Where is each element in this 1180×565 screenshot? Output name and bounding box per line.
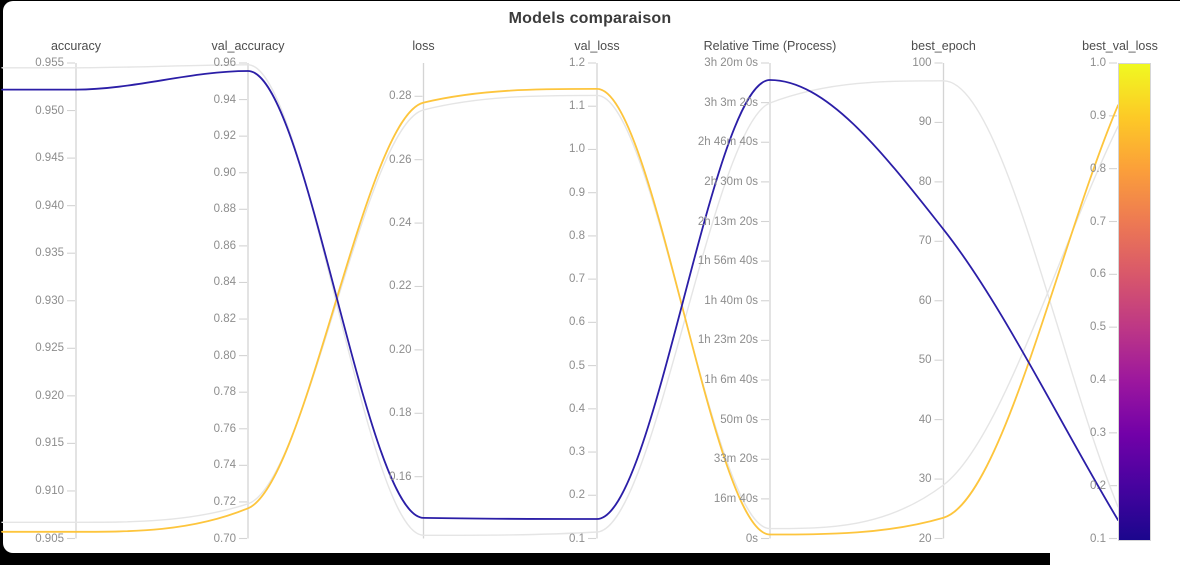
- tick-label: 20: [918, 532, 932, 545]
- tick-label: 0.22: [389, 280, 412, 293]
- tick-label: 0.70: [213, 532, 236, 545]
- tick-label: 0s: [745, 532, 758, 545]
- tick-label: 0.4: [569, 402, 585, 415]
- tick-label: 1h 23m 20s: [697, 334, 758, 347]
- tick-label: 0.935: [35, 247, 64, 260]
- plot-card-corner: [1050, 551, 1180, 565]
- axis-title-val_accuracy[interactable]: val_accuracy: [211, 39, 285, 53]
- series-line-model-navy: [1, 70, 1119, 521]
- tick-label: 1.0: [1090, 57, 1106, 69]
- tick-label: 33m 20s: [713, 453, 758, 466]
- tick-label: 0.3: [1090, 426, 1106, 439]
- tick-label: 0.18: [389, 407, 412, 420]
- tick-label: 1h 6m 40s: [704, 374, 758, 386]
- series-line-model-gray-b: [1, 94, 1119, 530]
- tick-label: 3h 3m 20s: [704, 96, 758, 109]
- plot-card: [3, 1, 1180, 553]
- tick-label: 0.84: [213, 276, 236, 289]
- tick-label: 0.9: [1090, 109, 1106, 122]
- tick-label: 0.82: [213, 313, 236, 326]
- tick-label: 0.940: [35, 199, 64, 212]
- tick-label: 0.2: [569, 489, 585, 502]
- axis-title-best_epoch[interactable]: best_epoch: [911, 39, 976, 53]
- tick-label: 0.72: [213, 495, 236, 508]
- tick-label: 0.16: [389, 470, 412, 483]
- tick-label: 0.6: [1090, 268, 1106, 281]
- tick-label: 0.5: [1090, 321, 1106, 334]
- tick-label: 0.910: [35, 484, 64, 497]
- tick-label: 50: [918, 354, 932, 367]
- tick-label: 0.88: [213, 203, 236, 216]
- tick-label: 0.2: [1090, 479, 1106, 492]
- tick-label: 90: [918, 116, 932, 129]
- tick-label: 0.1: [569, 532, 585, 545]
- tick-label: 0.7: [569, 273, 585, 286]
- tick-label: 0.925: [35, 342, 64, 355]
- tick-label: 0.3: [569, 446, 585, 459]
- axis-title-best_val_loss[interactable]: best_val_loss: [1082, 39, 1158, 53]
- tick-label: 16m 40s: [713, 492, 758, 505]
- tick-label: 0.905: [35, 532, 64, 545]
- tick-label: 80: [918, 175, 932, 188]
- tick-label: 100: [912, 57, 932, 69]
- colorbar-best-val-loss: [1118, 63, 1151, 541]
- tick-label: 2h 30m 0s: [704, 175, 758, 188]
- tick-label: 3h 20m 0s: [704, 57, 758, 69]
- tick-label: 0.7: [1090, 215, 1106, 228]
- tick-label: 0.915: [35, 437, 64, 450]
- axis-title-accuracy[interactable]: accuracy: [50, 39, 102, 53]
- tick-label: 70: [918, 235, 932, 248]
- tick-label: 0.90: [213, 166, 236, 179]
- tick-label: 0.4: [1090, 374, 1106, 386]
- tick-label: 1.2: [569, 57, 585, 69]
- tick-label: 2h 46m 40s: [697, 136, 758, 149]
- tick-label: 0.96: [213, 57, 236, 69]
- tick-label: 1.1: [569, 100, 585, 113]
- tick-label: 0.74: [213, 459, 236, 472]
- tick-label: 60: [918, 294, 932, 307]
- tick-label: 30: [918, 473, 932, 486]
- axis-title-loss[interactable]: loss: [412, 39, 435, 53]
- tick-label: 0.86: [213, 239, 236, 252]
- tick-label: 0.8: [569, 229, 585, 242]
- axis-title-Relative Time (Process)[interactable]: Relative Time (Process): [703, 39, 837, 53]
- tick-label: 0.76: [213, 422, 236, 435]
- chart-title: Models comparaison: [508, 10, 672, 27]
- tick-label: 0.24: [389, 217, 412, 230]
- tick-label: 0.78: [213, 386, 236, 399]
- tick-label: 0.6: [569, 316, 585, 329]
- tick-label: 50m 0s: [720, 413, 758, 426]
- tick-label: 0.9: [569, 186, 585, 199]
- tick-label: 0.930: [35, 294, 64, 307]
- tick-label: 0.26: [389, 153, 412, 166]
- tick-label: 0.8: [1090, 162, 1106, 175]
- tick-label: 0.945: [35, 152, 64, 165]
- series-line-model-gray-a: [1, 64, 1119, 537]
- axis-title-val_loss[interactable]: val_loss: [574, 39, 620, 53]
- tick-label: 0.80: [213, 349, 236, 362]
- tick-label: 1.0: [569, 143, 585, 156]
- tick-label: 0.28: [389, 90, 412, 103]
- tick-label: 40: [918, 413, 932, 426]
- tick-label: 0.950: [35, 104, 64, 117]
- tick-label: 0.20: [389, 343, 412, 356]
- tick-label: 1h 56m 40s: [697, 255, 758, 268]
- tick-label: 0.94: [213, 93, 236, 106]
- tick-label: 0.92: [213, 130, 236, 143]
- tick-label: 0.955: [35, 57, 64, 69]
- series-line-model-yellow: [1, 87, 1119, 536]
- tick-label: 2h 13m 20s: [697, 215, 758, 228]
- tick-label: 0.5: [569, 359, 585, 372]
- tick-label: 0.1: [1090, 532, 1106, 545]
- tick-label: 0.920: [35, 389, 64, 402]
- tick-label: 1h 40m 0s: [704, 294, 758, 307]
